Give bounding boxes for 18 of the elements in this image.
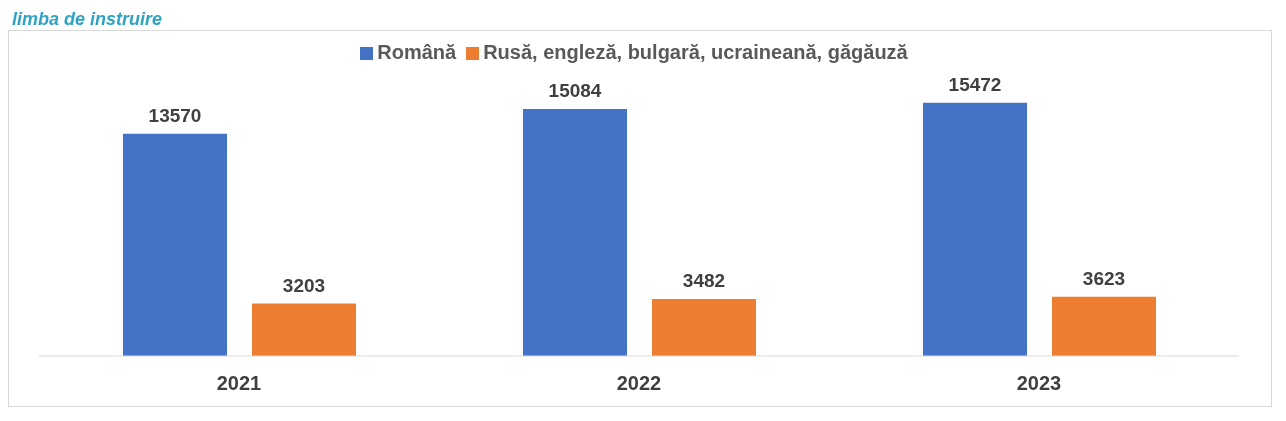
data-label: 15084 xyxy=(548,80,602,101)
bar xyxy=(652,298,756,356)
bar xyxy=(923,102,1027,356)
x-tick-label: 2022 xyxy=(616,372,662,395)
bar xyxy=(252,303,356,356)
bar xyxy=(523,109,627,356)
bar xyxy=(123,133,227,356)
data-label: 13570 xyxy=(148,104,202,126)
legend-label: Rusă, engleză, bulgară, ucraineană, găgăuză xyxy=(483,41,908,63)
bar xyxy=(1052,296,1156,356)
x-tick-label: 2023 xyxy=(1016,372,1062,395)
x-tick-label: 2021 xyxy=(216,372,262,395)
data-label: 3623 xyxy=(1082,267,1126,289)
data-label: 3482 xyxy=(682,269,726,291)
chart-title: limba de instruire xyxy=(12,8,164,30)
legend-label: Română xyxy=(377,41,457,63)
data-label: 15472 xyxy=(948,73,1002,95)
data-label: 3203 xyxy=(282,274,326,296)
